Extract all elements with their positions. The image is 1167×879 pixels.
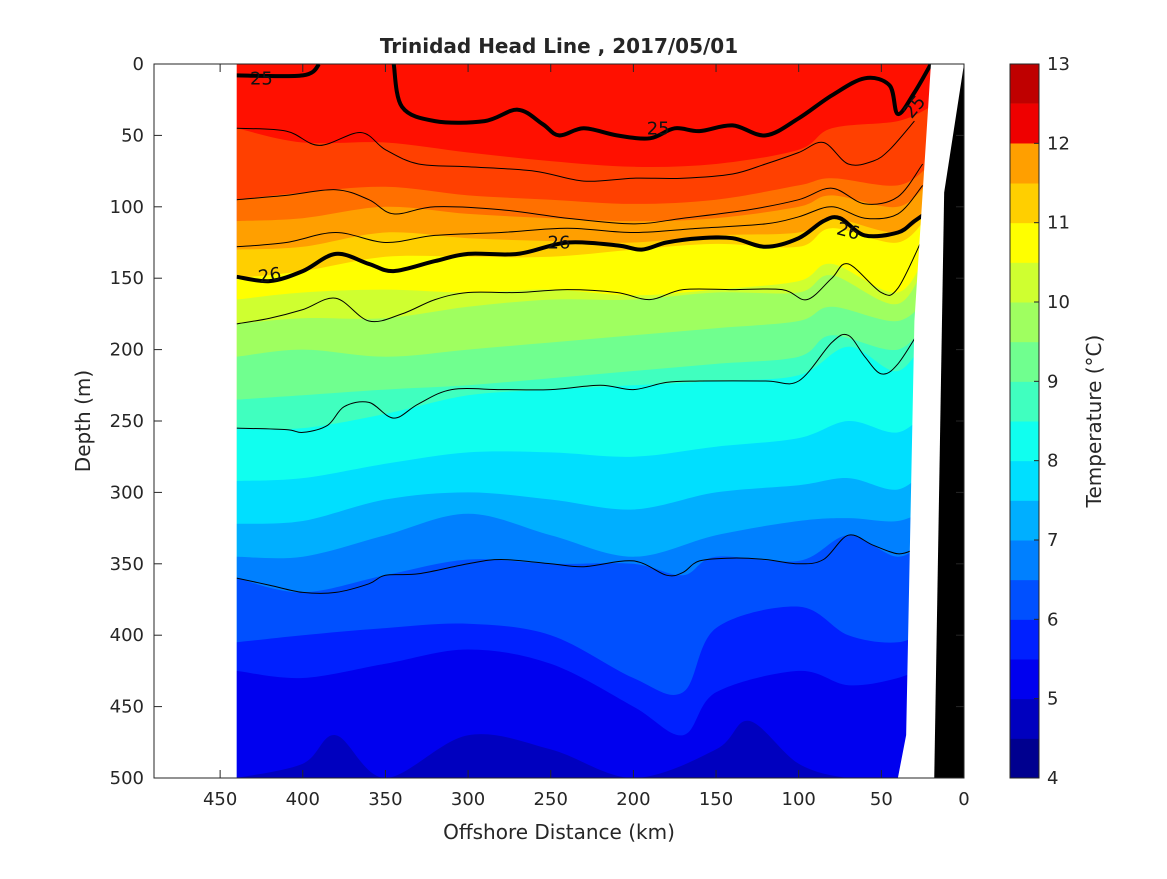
colorbar-tick-label: 13 <box>1047 54 1070 75</box>
colorbar-level <box>1010 659 1039 700</box>
x-tick-label: 450 <box>203 789 237 810</box>
seafloor <box>934 64 964 778</box>
colorbar-tick-label: 5 <box>1047 689 1058 710</box>
y-tick-label: 50 <box>121 125 144 146</box>
seafloor-layer <box>154 64 964 778</box>
no-data-offshore <box>154 64 237 778</box>
colorbar-tick-label: 9 <box>1047 371 1058 392</box>
x-tick-label: 50 <box>870 789 893 810</box>
colorbar-level <box>1010 222 1039 263</box>
contour-label: 25 <box>250 68 273 89</box>
y-tick-label: 500 <box>110 768 144 789</box>
colorbar-level <box>1010 143 1039 184</box>
colorbar-level <box>1010 738 1039 779</box>
colorbar-level <box>1010 500 1039 541</box>
colorbar-level <box>1010 698 1039 739</box>
contour-label: 26 <box>257 264 283 289</box>
colorbar-tick-label: 4 <box>1047 768 1058 789</box>
x-tick-label: 0 <box>958 789 969 810</box>
temperature-band <box>236 720 964 778</box>
contour-line <box>236 237 924 325</box>
colorbar-level <box>1010 421 1039 462</box>
colorbar-frame <box>1009 63 1040 779</box>
y-axis: 0 50 100 150 200 250 300 350 400 450 500 <box>110 54 964 789</box>
contour-line <box>236 325 924 434</box>
contour-line <box>391 64 933 141</box>
x-tick-label: 200 <box>616 789 650 810</box>
y-tick-label: 100 <box>110 197 144 218</box>
colorbar-level <box>1010 262 1039 303</box>
y-tick-label: 300 <box>110 482 144 503</box>
colorbar-tick-label: 7 <box>1047 530 1058 551</box>
contour-line <box>236 534 915 594</box>
y-axis-title: Depth (m) <box>71 370 95 472</box>
colorbar-level <box>1010 381 1039 422</box>
y-tick-label: 200 <box>110 340 144 361</box>
x-axis-title: Offshore Distance (km) <box>443 820 675 844</box>
colorbar-level <box>1010 103 1039 144</box>
contour-label: 26 <box>548 233 571 254</box>
contour-line <box>236 163 924 225</box>
colorbar: 4 5 6 7 8 9 10 11 12 13 <box>1009 54 1070 789</box>
colorbar-title: Temperature (°C) <box>1082 335 1106 509</box>
plot-area <box>236 64 964 778</box>
y-tick-label: 350 <box>110 554 144 575</box>
colorbar-level <box>1010 183 1039 224</box>
y-tick-label: 400 <box>110 625 144 646</box>
x-tick-label: 300 <box>451 789 485 810</box>
colorbar-level <box>1010 341 1039 382</box>
colorbar-level <box>1010 619 1039 660</box>
contour-line <box>236 208 933 284</box>
contour-line <box>236 185 924 248</box>
x-tick-label: 400 <box>286 789 320 810</box>
x-tick-label: 100 <box>782 789 816 810</box>
x-axis: 450 400 350 300 250 200 150 100 50 0 <box>203 64 970 810</box>
colorbar-level <box>1010 460 1039 501</box>
temperature-band <box>236 649 964 778</box>
x-tick-label: 350 <box>368 789 402 810</box>
chart-title: Trinidad Head Line , 2017/05/01 <box>380 34 738 58</box>
colorbar-tick-label: 11 <box>1047 213 1070 234</box>
y-tick-label: 150 <box>110 268 144 289</box>
contour-label: 25 <box>647 118 670 139</box>
colorbar-level <box>1010 579 1039 620</box>
colorbar-tick-label: 6 <box>1047 609 1058 630</box>
colorbar-tick-label: 10 <box>1047 292 1070 313</box>
x-tick-label: 150 <box>699 789 733 810</box>
x-tick-label: 250 <box>534 789 568 810</box>
colorbar-level <box>1010 64 1039 104</box>
contour-line <box>236 64 321 79</box>
colorbar-level <box>1010 302 1039 343</box>
y-tick-label: 250 <box>110 411 144 432</box>
colorbar-level <box>1010 540 1039 581</box>
colorbar-tick-label: 8 <box>1047 451 1058 472</box>
contour-line <box>236 120 915 182</box>
y-tick-label: 0 <box>133 54 144 75</box>
colorbar-tick-label: 12 <box>1047 133 1070 154</box>
y-tick-label: 450 <box>110 697 144 718</box>
